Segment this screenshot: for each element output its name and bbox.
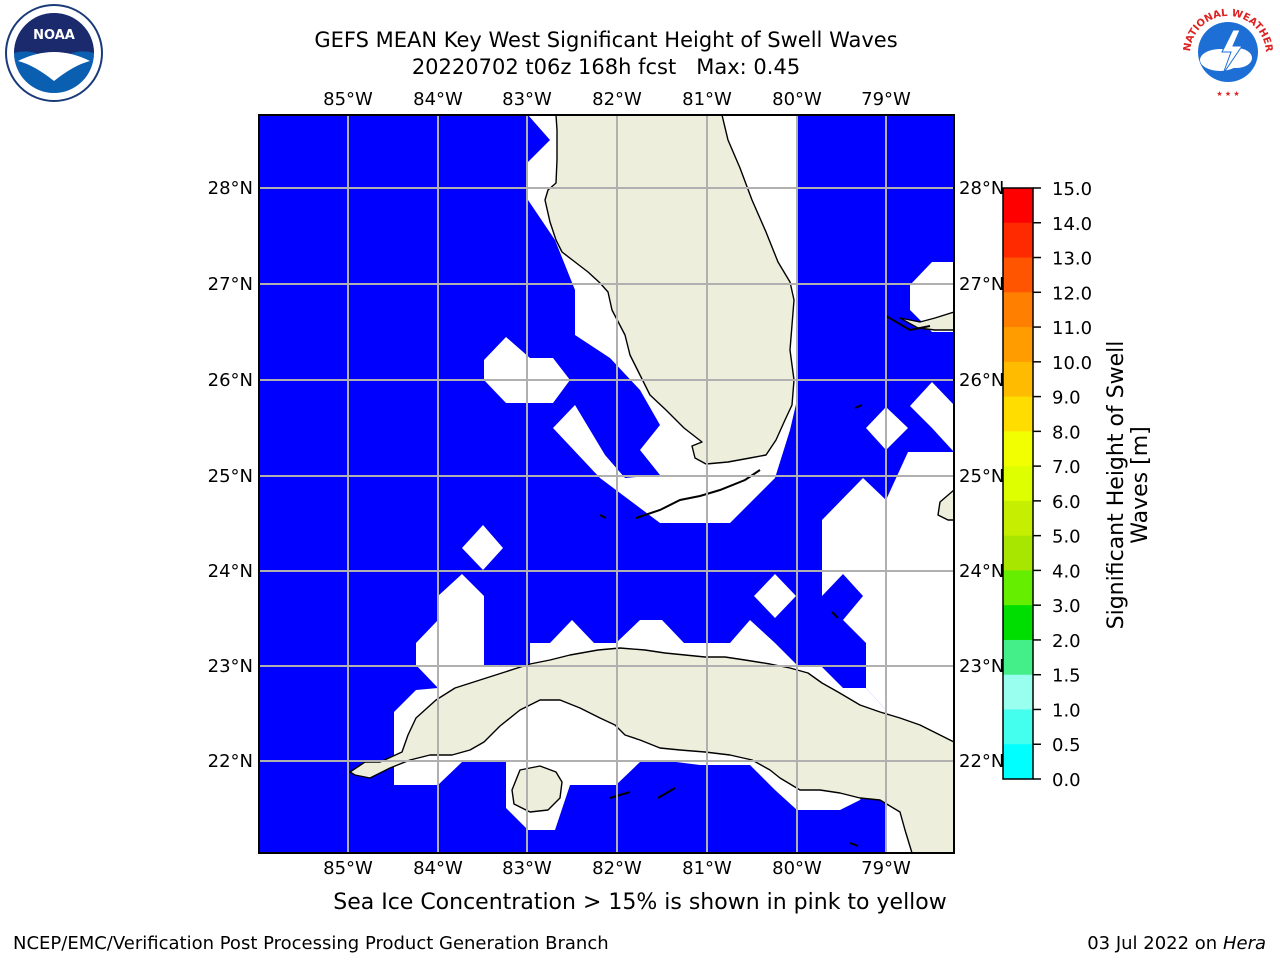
lat-tick-label: 28°N [959,178,1004,199]
lon-labels-top: 85°W 84°W 83°W 82°W 81°W 80°W 79°W [323,89,911,110]
footer-date: 03 Jul 2022 on Hera [1087,933,1266,954]
lat-tick-label: 27°N [959,274,1004,295]
colorbar-bin [1003,535,1033,571]
colorbar-tick-label: 0.0 [1052,770,1081,791]
colorbar-ticks: 15.0 14.0 13.0 12.0 11.0 10.0 9.0 8.0 7.0 6.0 5.0 4… [1033,179,1092,791]
colorbar-bin [1003,292,1033,328]
colorbar-tick-label: 10.0 [1052,353,1092,374]
lon-tick-label: 81°W [682,858,732,879]
lon-tick-label: 80°W [772,858,822,879]
footer-date-text: 03 Jul 2022 on [1087,933,1218,954]
svg-text:★ ★ ★: ★ ★ ★ [1216,90,1239,98]
lon-tick-label: 83°W [502,89,552,110]
florida-land [544,115,795,465]
colorbar-tick-label: 1.0 [1052,700,1081,721]
lon-tick-label: 85°W [323,858,373,879]
footer-host: Hera [1222,933,1266,954]
lat-tick-label: 24°N [959,561,1004,582]
sea-ice-note: Sea Ice Concentration > 15% is shown in … [333,890,947,915]
lon-tick-label: 84°W [413,89,463,110]
lat-tick-label: 23°N [208,656,253,677]
lat-tick-label: 27°N [208,274,253,295]
colorbar-tick-label: 11.0 [1052,318,1092,339]
map-frame [258,114,955,854]
colorbar-bin [1003,500,1033,537]
lat-tick-label: 28°N [208,178,253,199]
forecast-time: 20220702 t06z 168h fcst [411,55,677,79]
lat-tick-label: 25°N [208,466,253,487]
lon-tick-label: 85°W [323,89,373,110]
colorbar-tick-label: 8.0 [1052,422,1081,443]
lon-tick-label: 82°W [592,89,642,110]
colorbar-bin [1003,188,1033,224]
max-value: Max: 0.45 [696,55,801,79]
lat-tick-label: 26°N [959,370,1004,391]
colorbar-tick-label: 14.0 [1052,214,1092,235]
lon-tick-label: 82°W [592,858,642,879]
hispaniola-edge [937,489,954,521]
map-gridlines [259,115,954,853]
noaa-logo-text: NOAA [33,28,75,43]
lat-tick-label: 26°N [208,370,253,391]
colorbar-bin [1003,674,1033,710]
lon-tick-label: 81°W [682,89,732,110]
colorbar-bin [1003,361,1033,398]
lat-labels-right: 28°N 27°N 26°N 25°N 24°N 23°N 22°N [959,178,1004,772]
keys-islands [599,315,931,847]
lat-tick-label: 24°N [208,561,253,582]
land-masses [349,115,954,853]
lat-tick-label: 22°N [208,751,253,772]
colorbar-frame [1002,187,1034,780]
colorbar-tick-label: 12.0 [1052,283,1092,304]
chart-title: GEFS MEAN Key West Significant Height of… [314,28,898,52]
map-area [259,115,954,853]
colorbar-label-line2: Waves [m] [1128,426,1153,543]
lon-tick-label: 79°W [861,858,911,879]
lat-tick-label: 23°N [959,656,1004,677]
colorbar-bin [1003,639,1033,676]
lon-tick-label: 80°W [772,89,822,110]
noaa-logo-icon: NOAA [5,4,103,102]
lon-tick-label: 79°W [861,89,911,110]
footer-credit: NCEP/EMC/Verification Post Processing Pr… [13,933,609,954]
lat-tick-label: 25°N [959,466,1004,487]
colorbar-tick-label: 6.0 [1052,492,1081,513]
colorbar-label: Significant Height of Swell Waves [m] [1104,341,1153,630]
colorbar-bin [1003,570,1033,606]
colorbar-tick-label: 0.5 [1052,735,1081,756]
colorbar-tick-label: 13.0 [1052,249,1092,270]
colorbar-bin [1003,257,1033,293]
colorbar-tick-label: 1.5 [1052,666,1081,687]
colorbar-bin [1003,605,1033,641]
lat-labels-left: 28°N 27°N 26°N 25°N 24°N 23°N 22°N [208,178,253,772]
colorbar-tick-label: 4.0 [1052,561,1081,582]
colorbar-tick-label: 5.0 [1052,527,1081,548]
colorbar-label-line1: Significant Height of Swell [1104,341,1129,630]
colorbar-bin [1003,327,1033,363]
colorbar-tick-label: 9.0 [1052,388,1081,409]
lat-tick-label: 22°N [959,751,1004,772]
isla-juventud-land [511,765,563,813]
colorbar-bin [1003,431,1033,467]
colorbar-bin [1003,396,1033,432]
chart-subtitle: 20220702 t06z 168h fcst Max: 0.45 [0,54,1212,80]
colorbar [1003,188,1033,780]
colorbar-tick-label: 15.0 [1052,179,1092,200]
colorbar-tick-label: 2.0 [1052,631,1081,652]
colorbar-bin [1003,709,1033,745]
lon-tick-label: 84°W [413,858,463,879]
lon-labels-bottom: 85°W 84°W 83°W 82°W 81°W 80°W 79°W [323,858,911,879]
nws-logo-icon: NATIONAL WEATHER SERVICE ★ ★ ★ [1178,2,1274,98]
colorbar-tick-label: 7.0 [1052,457,1081,478]
cuba-land [349,647,954,853]
colorbar-tick-label: 3.0 [1052,596,1081,617]
colorbar-bin [1003,466,1033,502]
colorbar-bin [1003,744,1033,780]
colorbar-bin [1003,222,1033,259]
lon-tick-label: 83°W [502,858,552,879]
